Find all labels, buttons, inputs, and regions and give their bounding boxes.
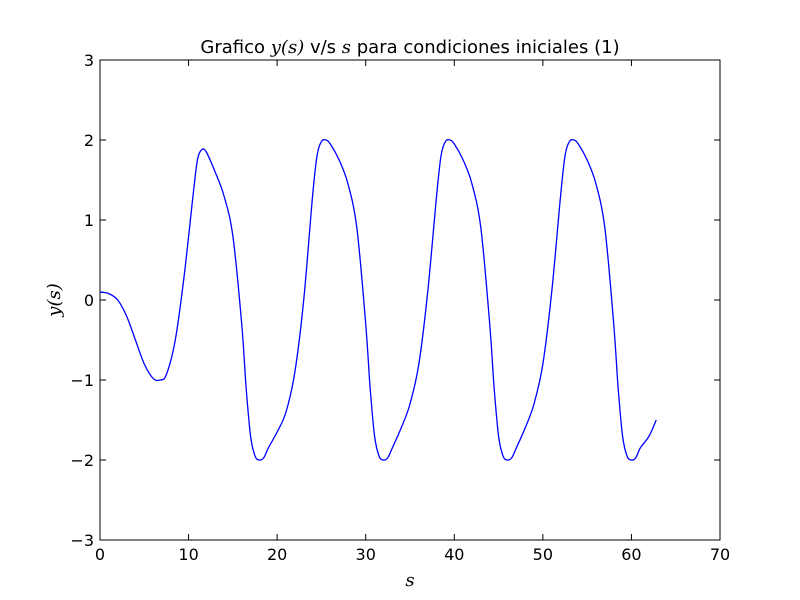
x-tick-label: 10 <box>178 545 198 564</box>
x-tick-label: 50 <box>533 545 553 564</box>
y-tick-label: −2 <box>70 451 94 470</box>
y-axis-label: y(s) <box>44 283 65 317</box>
title-middle: v/s <box>304 37 342 58</box>
title-math-y: y(s) <box>270 37 304 58</box>
series-line <box>99 138 657 461</box>
title-math-s: s <box>342 37 351 58</box>
ticks-layer <box>99 59 721 541</box>
x-tick-label: 40 <box>444 545 464 564</box>
x-tick-label: 30 <box>356 545 376 564</box>
tick-labels-layer: 0 10 20 30 40 50 60 70 −3 −2 −1 0 1 2 3 <box>70 51 730 564</box>
y-tick-label: −1 <box>70 371 94 390</box>
y-tick-label: −3 <box>70 531 94 550</box>
chart-title: Grafico y(s) v/s s para condiciones inic… <box>200 37 619 58</box>
title-prefix: Grafico <box>200 37 270 58</box>
x-tick-label: 0 <box>95 545 105 564</box>
x-tick-label: 20 <box>267 545 287 564</box>
x-tick-label: 70 <box>710 545 730 564</box>
y-tick-label: 0 <box>84 291 94 310</box>
y-tick-label: 3 <box>84 51 94 70</box>
y-tick-label: 1 <box>84 211 94 230</box>
title-suffix: para condiciones iniciales (1) <box>351 37 620 58</box>
x-tick-label: 60 <box>621 545 641 564</box>
plot-frame <box>99 59 721 541</box>
y-tick-label: 2 <box>84 131 94 150</box>
x-axis-label: s <box>405 570 414 591</box>
